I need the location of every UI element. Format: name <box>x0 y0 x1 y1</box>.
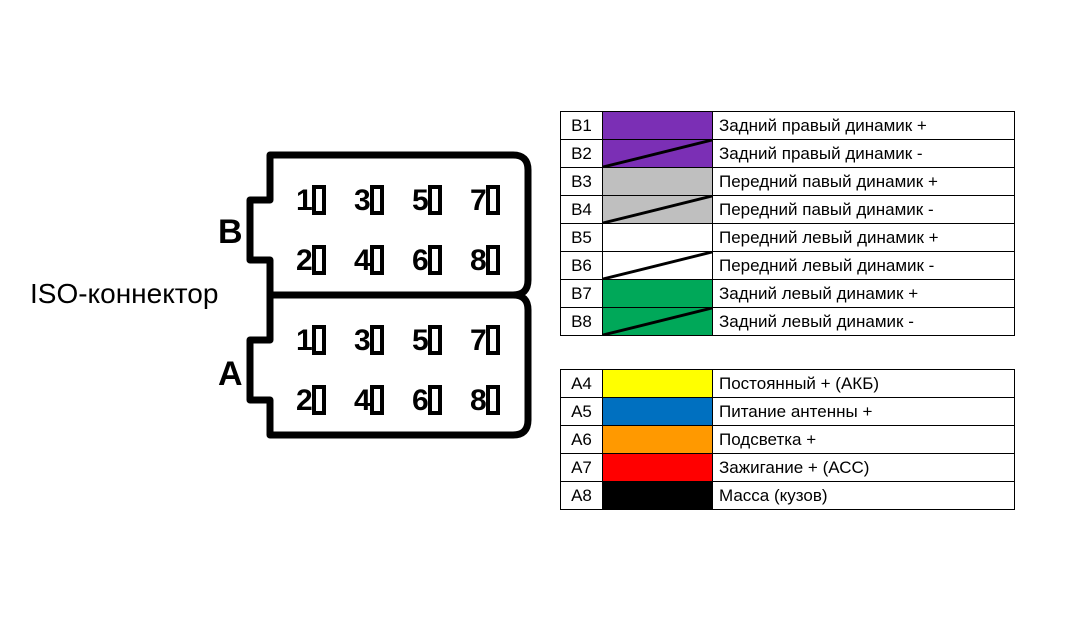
legend-row: B1 Задний правый динамик + <box>561 112 1015 140</box>
pinout-legend-table: B1 Задний правый динамик + B2 Задний правый… <box>560 111 1015 510</box>
svg-text:6: 6 <box>412 244 429 277</box>
legend-description: Передний павый динамик + <box>713 168 1015 196</box>
svg-text:2: 2 <box>296 244 313 277</box>
legend-description: Подсветка + <box>713 426 1015 454</box>
svg-text:4: 4 <box>354 244 371 277</box>
legend-color-swatch <box>603 482 713 510</box>
legend-color-swatch <box>603 280 713 308</box>
legend-pin-label: B1 <box>561 112 603 140</box>
legend-color-swatch <box>603 168 713 196</box>
legend-pin-label: B7 <box>561 280 603 308</box>
svg-text:1: 1 <box>296 324 313 357</box>
legend-row: A7 Зажигание + (АСС) <box>561 454 1015 482</box>
svg-text:4: 4 <box>354 384 371 417</box>
legend-row: B3 Передний павый динамик + <box>561 168 1015 196</box>
legend-row: B2 Задний правый динамик - <box>561 140 1015 168</box>
legend-pin-label: B2 <box>561 140 603 168</box>
legend-pin-label: A6 <box>561 426 603 454</box>
svg-text:2: 2 <box>296 384 313 417</box>
legend-row: A6 Подсветка + <box>561 426 1015 454</box>
legend-color-swatch <box>603 308 713 336</box>
legend-pin-label: B3 <box>561 168 603 196</box>
legend-row: B6 Передний левый динамик - <box>561 252 1015 280</box>
connector-diagram-area: ISO-коннектор B A 1 3 5 7 2 4 6 <box>0 0 560 621</box>
legend-area: B1 Задний правый динамик + B2 Задний правый… <box>560 111 1080 510</box>
legend-row: B5 Передний левый динамик + <box>561 224 1015 252</box>
legend-row: B8 Задний левый динамик - <box>561 308 1015 336</box>
legend-pin-label: A4 <box>561 370 603 398</box>
legend-color-swatch <box>603 252 713 280</box>
legend-description: Масса (кузов) <box>713 482 1015 510</box>
svg-text:7: 7 <box>470 324 487 357</box>
legend-pin-label: B8 <box>561 308 603 336</box>
legend-pin-label: A5 <box>561 398 603 426</box>
legend-row: A4 Постоянный + (АКБ) <box>561 370 1015 398</box>
legend-description: Задний левый динамик + <box>713 280 1015 308</box>
legend-row: B7 Задний левый динамик + <box>561 280 1015 308</box>
diagram-container: ISO-коннектор B A 1 3 5 7 2 4 6 <box>0 0 1080 621</box>
connector-b-pins: 1 3 5 7 2 4 6 8 <box>296 184 498 277</box>
legend-pin-label: A7 <box>561 454 603 482</box>
legend-pin-label: B4 <box>561 196 603 224</box>
svg-text:8: 8 <box>470 244 487 277</box>
iso-connector-icon: 1 3 5 7 2 4 6 8 1 3 5 7 2 4 6 8 <box>210 145 540 455</box>
legend-description: Задний левый динамик - <box>713 308 1015 336</box>
legend-description: Постоянный + (АКБ) <box>713 370 1015 398</box>
legend-row: A5 Питание антенны + <box>561 398 1015 426</box>
legend-description: Передний павый динамик - <box>713 196 1015 224</box>
legend-color-swatch <box>603 370 713 398</box>
legend-color-swatch <box>603 224 713 252</box>
legend-row: A8 Масса (кузов) <box>561 482 1015 510</box>
legend-color-swatch <box>603 454 713 482</box>
svg-text:3: 3 <box>354 324 371 357</box>
legend-description: Задний правый динамик + <box>713 112 1015 140</box>
svg-text:1: 1 <box>296 184 313 217</box>
svg-text:7: 7 <box>470 184 487 217</box>
legend-pin-label: B5 <box>561 224 603 252</box>
svg-text:8: 8 <box>470 384 487 417</box>
legend-color-swatch <box>603 398 713 426</box>
svg-text:6: 6 <box>412 384 429 417</box>
legend-description: Зажигание + (АСС) <box>713 454 1015 482</box>
legend-color-swatch <box>603 112 713 140</box>
legend-color-swatch <box>603 196 713 224</box>
legend-row: B4 Передний павый динамик - <box>561 196 1015 224</box>
connector-a-pins: 1 3 5 7 2 4 6 8 <box>296 324 498 417</box>
legend-color-swatch <box>603 140 713 168</box>
legend-description: Передний левый динамик - <box>713 252 1015 280</box>
svg-text:5: 5 <box>412 184 429 217</box>
legend-pin-label: B6 <box>561 252 603 280</box>
legend-color-swatch <box>603 426 713 454</box>
connector-title: ISO-коннектор <box>30 278 218 310</box>
legend-pin-label: A8 <box>561 482 603 510</box>
legend-group-gap <box>561 336 1015 370</box>
svg-text:5: 5 <box>412 324 429 357</box>
legend-description: Задний правый динамик - <box>713 140 1015 168</box>
legend-description: Передний левый динамик + <box>713 224 1015 252</box>
svg-text:3: 3 <box>354 184 371 217</box>
legend-description: Питание антенны + <box>713 398 1015 426</box>
